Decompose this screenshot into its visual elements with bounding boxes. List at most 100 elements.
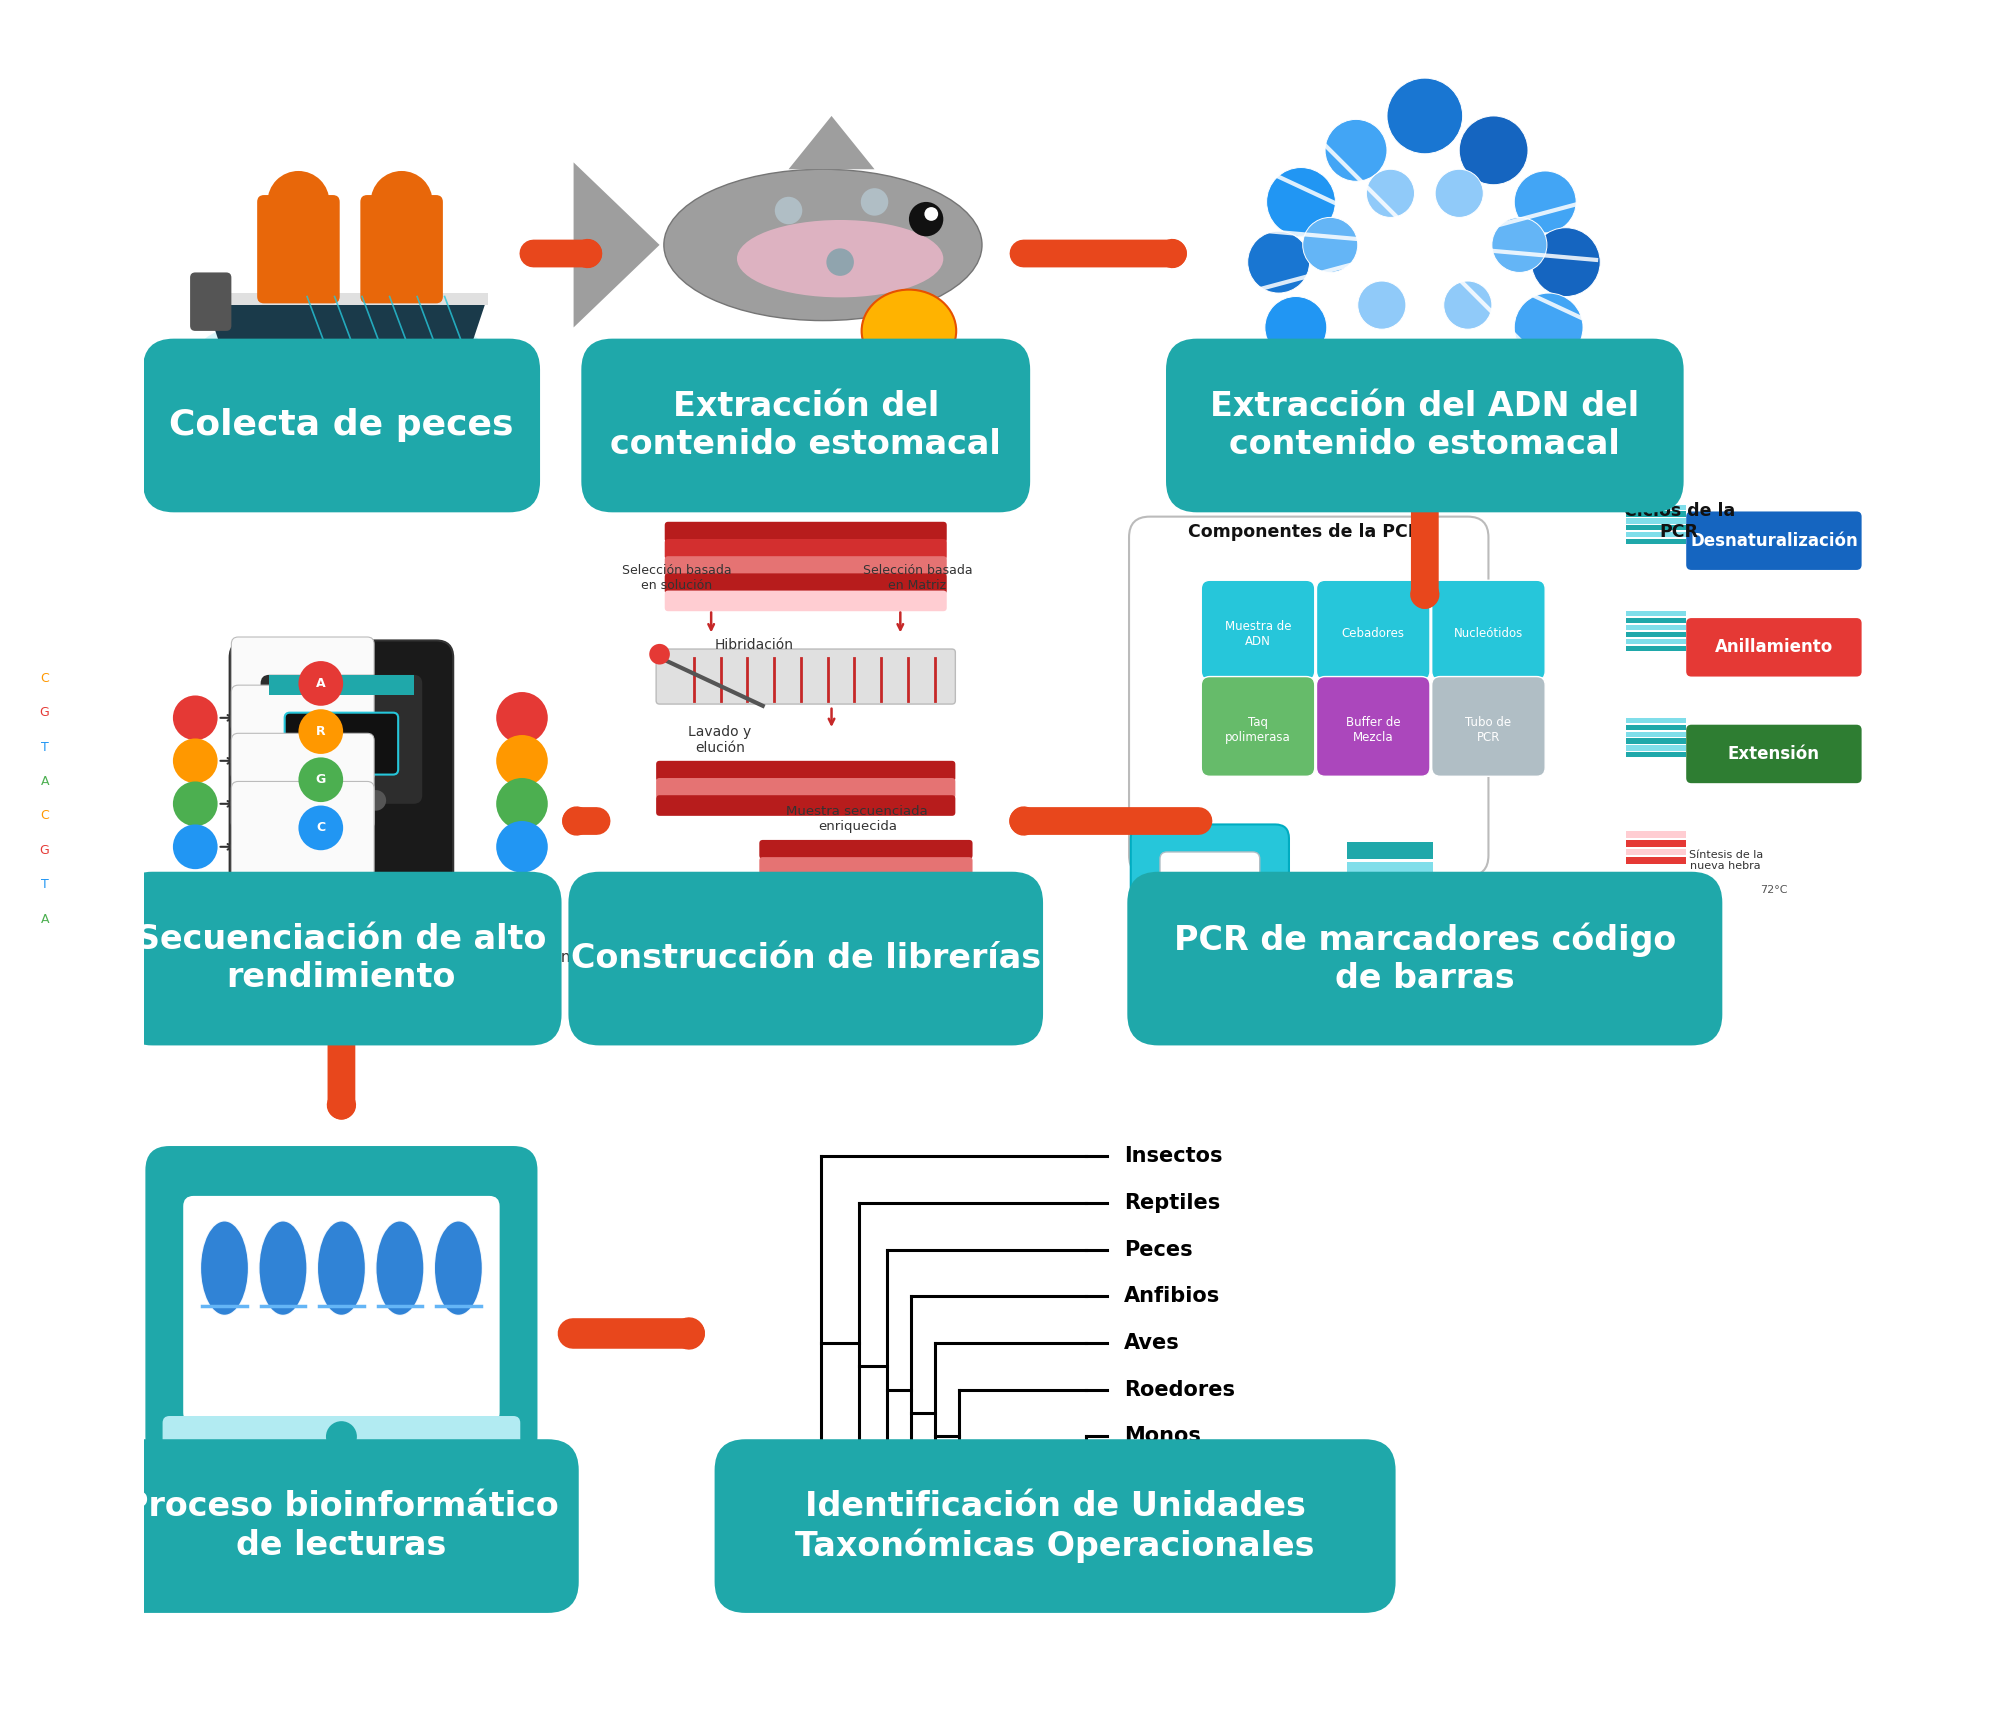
FancyBboxPatch shape	[1626, 874, 1686, 881]
Circle shape	[1266, 168, 1335, 237]
Circle shape	[173, 695, 217, 740]
FancyBboxPatch shape	[74, 767, 112, 795]
FancyBboxPatch shape	[1130, 517, 1489, 876]
Ellipse shape	[861, 290, 955, 372]
Text: Extensión: Extensión	[1728, 745, 1820, 764]
Text: G: G	[40, 843, 48, 857]
Circle shape	[1325, 342, 1387, 404]
Text: T: T	[42, 741, 48, 753]
Ellipse shape	[343, 365, 373, 382]
Text: Hibridación: Hibridación	[714, 638, 793, 651]
FancyBboxPatch shape	[656, 778, 955, 798]
Circle shape	[1264, 297, 1327, 358]
Circle shape	[331, 790, 351, 810]
Text: Nucleótidos: Nucleótidos	[1453, 627, 1523, 639]
Text: Extracción del
contenido estomacal: Extracción del contenido estomacal	[610, 391, 1001, 461]
Circle shape	[1325, 119, 1387, 181]
FancyBboxPatch shape	[1626, 717, 1686, 722]
Text: Selección basada
en Matriz: Selección basada en Matriz	[863, 563, 971, 593]
FancyBboxPatch shape	[1160, 852, 1260, 928]
FancyBboxPatch shape	[1347, 842, 1433, 859]
Polygon shape	[574, 162, 660, 328]
Text: Componentes de la PCR: Componentes de la PCR	[1188, 524, 1421, 541]
Text: Termociclador: Termociclador	[1166, 949, 1254, 961]
FancyBboxPatch shape	[1626, 639, 1686, 645]
Text: C: C	[317, 821, 325, 835]
FancyBboxPatch shape	[759, 857, 973, 876]
FancyBboxPatch shape	[1347, 924, 1433, 942]
FancyBboxPatch shape	[664, 539, 947, 560]
Circle shape	[1387, 78, 1463, 154]
Ellipse shape	[317, 1220, 365, 1315]
Ellipse shape	[664, 169, 981, 321]
Text: Anfibios: Anfibios	[1124, 1286, 1220, 1306]
Circle shape	[648, 645, 670, 665]
FancyBboxPatch shape	[74, 905, 112, 933]
Text: A: A	[40, 912, 48, 926]
Circle shape	[1459, 116, 1527, 185]
FancyBboxPatch shape	[582, 339, 1030, 511]
Circle shape	[1443, 282, 1491, 328]
Text: G: G	[40, 707, 48, 719]
Circle shape	[775, 197, 803, 225]
Circle shape	[1190, 878, 1230, 919]
FancyBboxPatch shape	[231, 733, 373, 829]
FancyBboxPatch shape	[1626, 646, 1686, 651]
Ellipse shape	[375, 1220, 423, 1315]
FancyBboxPatch shape	[74, 802, 112, 829]
Text: G: G	[315, 772, 325, 786]
Text: Tubo de
PCR: Tubo de PCR	[1465, 715, 1511, 743]
FancyBboxPatch shape	[1626, 724, 1686, 729]
Circle shape	[1367, 169, 1415, 218]
Text: C: C	[40, 672, 48, 684]
Ellipse shape	[434, 1220, 482, 1315]
Text: C: C	[40, 809, 48, 823]
Text: 72°C: 72°C	[1760, 885, 1788, 895]
Circle shape	[173, 781, 217, 826]
Polygon shape	[789, 116, 875, 169]
FancyBboxPatch shape	[74, 665, 112, 691]
FancyBboxPatch shape	[1626, 840, 1686, 847]
FancyBboxPatch shape	[361, 195, 444, 304]
Text: R: R	[315, 726, 325, 738]
Text: Reptiles: Reptiles	[1124, 1192, 1220, 1213]
Text: Libreria secuenciada: Libreria secuenciada	[765, 499, 915, 515]
Text: Síntesis de la
nueva hebra: Síntesis de la nueva hebra	[1688, 850, 1762, 871]
Circle shape	[299, 805, 343, 850]
Text: Ciclos de la
PCR: Ciclos de la PCR	[1624, 503, 1734, 541]
FancyBboxPatch shape	[1626, 731, 1686, 736]
FancyBboxPatch shape	[1626, 831, 1686, 838]
Text: Cebadores: Cebadores	[1630, 880, 1692, 893]
FancyBboxPatch shape	[231, 686, 373, 781]
Text: Muestra secuenciada
enriquecida: Muestra secuenciada enriquecida	[787, 805, 927, 833]
FancyBboxPatch shape	[205, 294, 488, 306]
Text: Secuenciación: Secuenciación	[265, 954, 383, 971]
FancyBboxPatch shape	[74, 836, 112, 864]
FancyBboxPatch shape	[142, 339, 540, 511]
Ellipse shape	[291, 347, 323, 365]
Text: A: A	[40, 774, 48, 788]
FancyBboxPatch shape	[269, 676, 413, 695]
Circle shape	[1387, 361, 1463, 437]
FancyBboxPatch shape	[1347, 904, 1433, 921]
FancyBboxPatch shape	[1626, 900, 1686, 907]
Text: Anillamiento: Anillamiento	[1714, 638, 1832, 657]
Circle shape	[299, 757, 343, 802]
Circle shape	[496, 778, 548, 829]
FancyBboxPatch shape	[656, 795, 955, 816]
Text: Taq
polimerasa: Taq polimerasa	[1224, 715, 1291, 743]
Text: Secuenciador: Secuenciador	[281, 942, 403, 959]
Text: Desnaturalización: Desnaturalización	[1690, 532, 1858, 550]
FancyBboxPatch shape	[1626, 511, 1686, 517]
FancyBboxPatch shape	[1431, 677, 1545, 776]
Circle shape	[827, 249, 853, 276]
Polygon shape	[205, 297, 488, 347]
FancyBboxPatch shape	[183, 1196, 500, 1422]
FancyBboxPatch shape	[1347, 883, 1433, 900]
FancyBboxPatch shape	[1626, 619, 1686, 624]
FancyBboxPatch shape	[120, 871, 562, 1045]
FancyBboxPatch shape	[104, 1439, 578, 1612]
FancyBboxPatch shape	[1202, 581, 1315, 681]
FancyBboxPatch shape	[664, 591, 947, 612]
FancyBboxPatch shape	[295, 1422, 387, 1509]
